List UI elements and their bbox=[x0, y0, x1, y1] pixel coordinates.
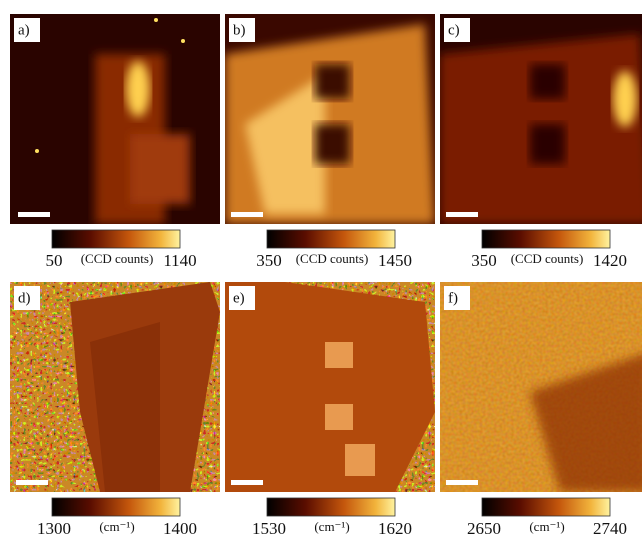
colorbar-unit: (CCD counts) bbox=[81, 251, 154, 266]
colorbar-max: 1420 bbox=[593, 251, 627, 270]
colorbar-unit: (cm⁻¹) bbox=[314, 519, 349, 534]
colorbar bbox=[267, 498, 395, 516]
colorbar-unit: (cm⁻¹) bbox=[99, 519, 134, 534]
figure: a) 50 (CCD counts) 1140 b) 350 (CCD counts) 145… bbox=[0, 0, 642, 540]
map-b bbox=[225, 14, 435, 224]
panel-label: b) bbox=[233, 22, 246, 38]
colorbar bbox=[52, 498, 180, 516]
colorbar-min: 2650 bbox=[467, 519, 501, 538]
colorbar bbox=[52, 230, 180, 248]
panel-label: d) bbox=[18, 290, 31, 306]
map-d bbox=[10, 282, 220, 492]
panel-label: e) bbox=[233, 290, 245, 306]
colorbar-unit: (cm⁻¹) bbox=[529, 519, 564, 534]
map-e bbox=[225, 282, 435, 492]
colorbar bbox=[267, 230, 395, 248]
panel-label: c) bbox=[448, 22, 460, 38]
colorbar-unit: (CCD counts) bbox=[296, 251, 369, 266]
colorbar bbox=[482, 230, 610, 248]
panel-label: a) bbox=[18, 22, 30, 38]
colorbar-min: 350 bbox=[471, 251, 497, 270]
colorbar bbox=[482, 498, 610, 516]
panel-label: f) bbox=[448, 290, 458, 306]
colorbar-unit: (CCD counts) bbox=[511, 251, 584, 266]
colorbar-min: 1530 bbox=[252, 519, 286, 538]
colorbar-max: 2740 bbox=[593, 519, 627, 538]
colorbar-max: 1620 bbox=[378, 519, 412, 538]
map-a bbox=[10, 14, 220, 224]
colorbar-min: 1300 bbox=[37, 519, 71, 538]
colorbar-min: 350 bbox=[256, 251, 282, 270]
map-f bbox=[440, 282, 642, 492]
colorbar-max: 1400 bbox=[163, 519, 197, 538]
colorbar-min: 50 bbox=[46, 251, 63, 270]
map-c bbox=[440, 14, 642, 224]
colorbar-max: 1450 bbox=[378, 251, 412, 270]
colorbar-max: 1140 bbox=[163, 251, 196, 270]
